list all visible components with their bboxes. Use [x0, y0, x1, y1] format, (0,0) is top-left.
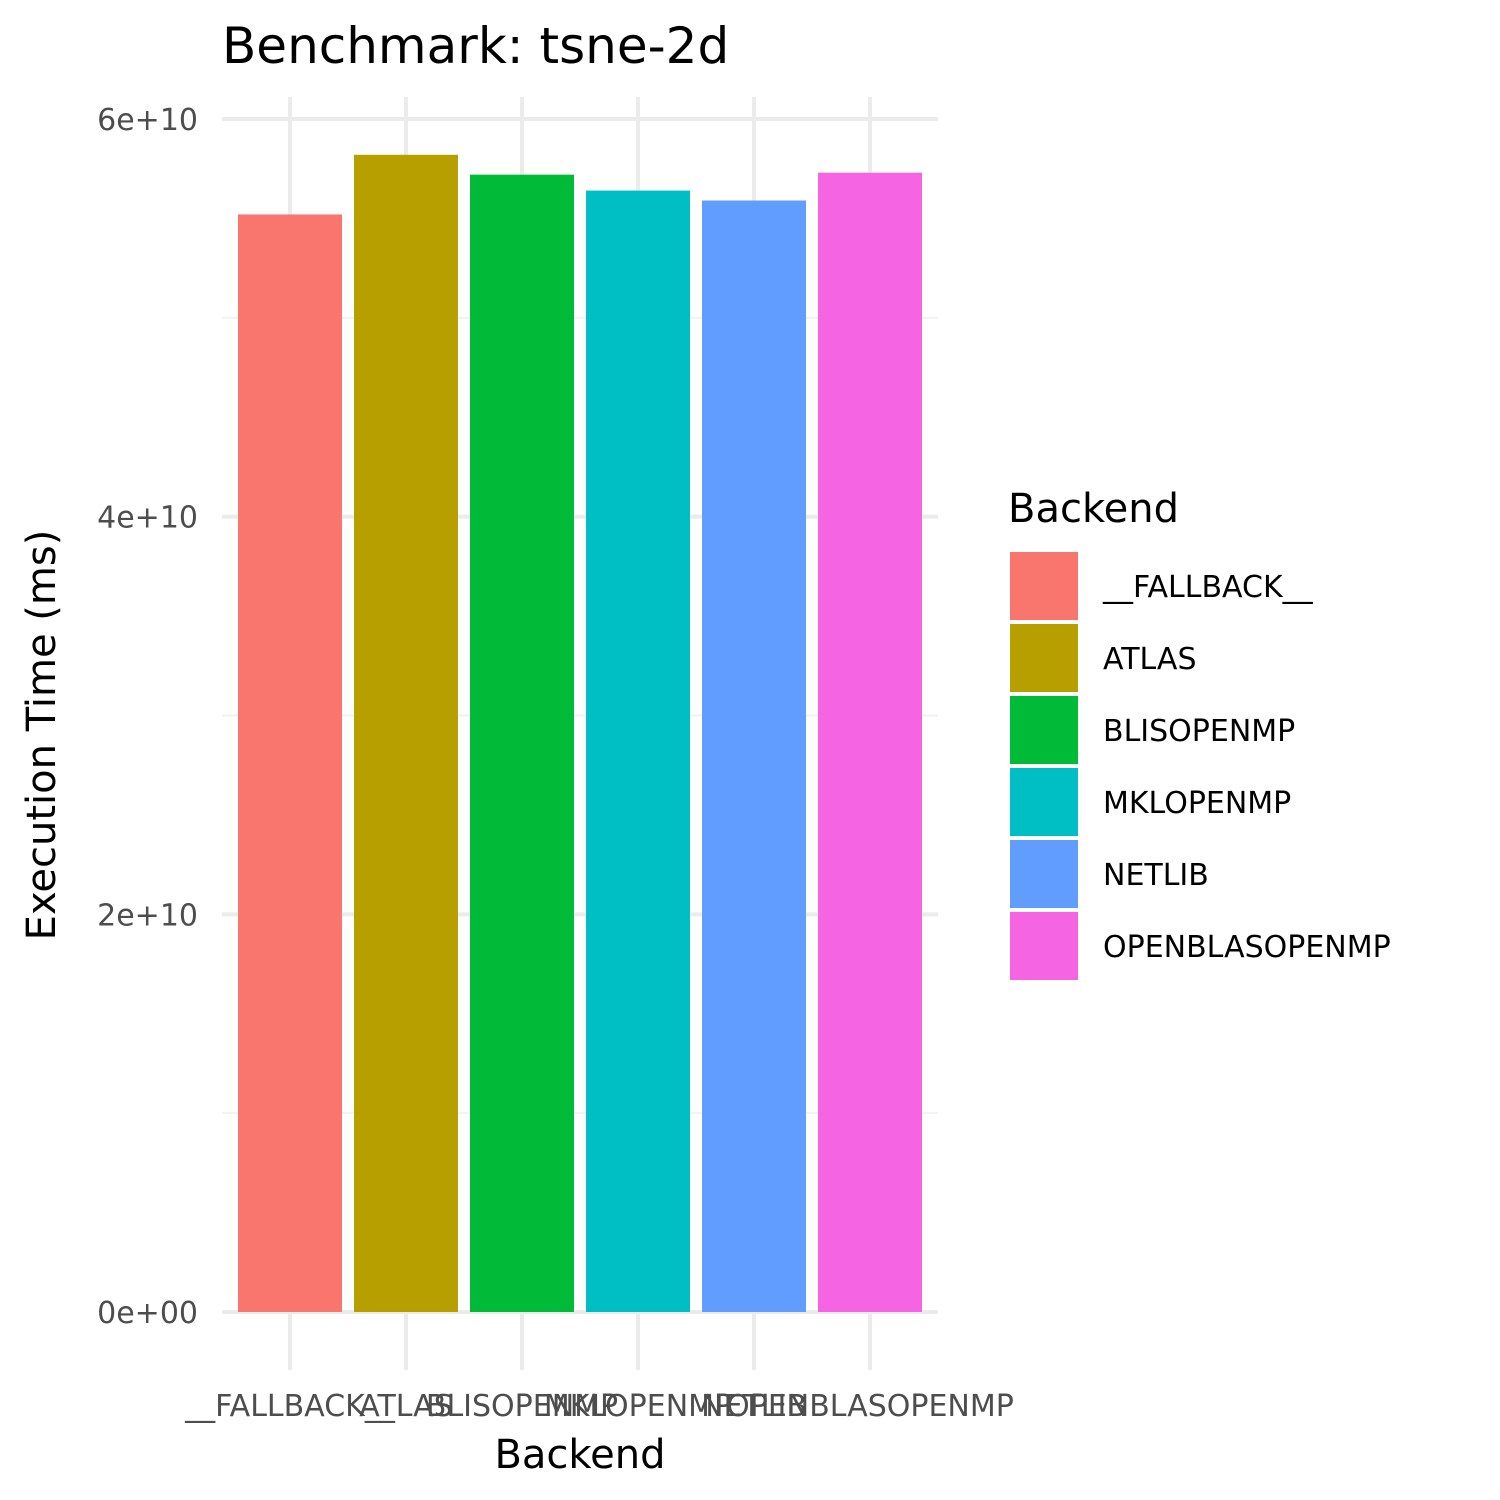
bar-mklopenmp	[586, 190, 690, 1313]
legend-label: BLISOPENMP	[1103, 714, 1295, 749]
bar-atlas	[354, 154, 458, 1312]
chart-title: Benchmark: tsne-2d	[222, 17, 729, 75]
bar-netlib	[702, 200, 806, 1312]
x-tick-label: BLISOPENMP	[426, 1389, 618, 1424]
y-tick-label: 6e+10	[97, 103, 198, 138]
legend: Backend __FALLBACK__ ATLAS BLISOPENMP MKLOP…	[1008, 486, 1391, 980]
legend-label: OPENBLASOPENMP	[1103, 930, 1391, 965]
y-axis-ticks: 0e+00 2e+10 4e+10 6e+10	[97, 103, 198, 1331]
bar-fallback	[238, 214, 342, 1313]
x-tick-label: __FALLBACK__	[184, 1389, 396, 1424]
legend-key	[1010, 552, 1078, 620]
bar-blisopenmp	[470, 174, 574, 1312]
legend-key	[1010, 768, 1078, 836]
legend-key	[1010, 912, 1078, 980]
x-tick-label: ATLAS	[359, 1389, 453, 1424]
legend-key	[1010, 696, 1078, 764]
y-tick-label: 0e+00	[97, 1296, 198, 1331]
x-axis-title: Backend	[494, 1432, 665, 1478]
y-axis-title: Execution Time (ms)	[19, 530, 65, 941]
legend-title: Backend	[1008, 486, 1179, 532]
bars	[238, 154, 922, 1313]
x-tick-label: OPENBLASOPENMP	[726, 1389, 1014, 1424]
legend-key	[1010, 840, 1078, 908]
bar-openblasopenmp	[818, 172, 922, 1312]
x-axis-ticks: __FALLBACK__ATLASBLISOPENMPMKLOPENMPNETL…	[184, 1389, 1014, 1424]
y-tick-label: 4e+10	[97, 501, 198, 536]
legend-items: __FALLBACK__ ATLAS BLISOPENMP MKLOPENMP NETL…	[1010, 552, 1391, 980]
legend-label: NETLIB	[1103, 858, 1209, 893]
legend-key	[1010, 624, 1078, 692]
legend-label: MKLOPENMP	[1103, 786, 1291, 821]
legend-label: __FALLBACK__	[1102, 570, 1314, 605]
y-tick-label: 2e+10	[97, 898, 198, 933]
x-tick-label: MKLOPENMP	[544, 1389, 732, 1424]
x-tick-label: NETLIB	[701, 1389, 807, 1424]
legend-label: ATLAS	[1103, 642, 1197, 677]
